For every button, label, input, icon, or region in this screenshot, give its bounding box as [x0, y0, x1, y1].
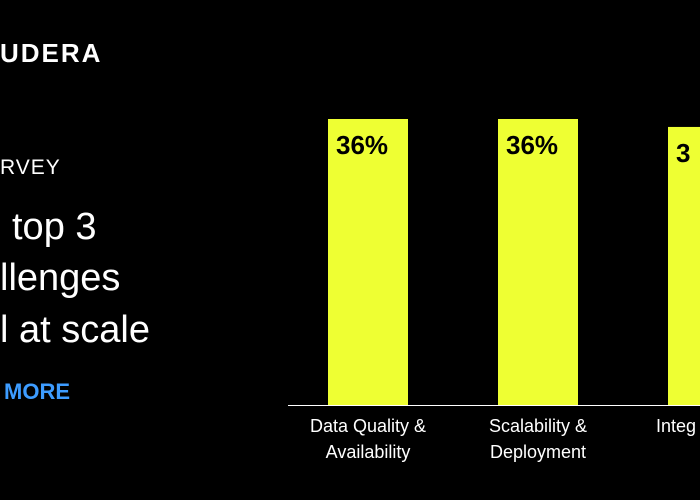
bar [328, 119, 408, 405]
value-label: 36% [336, 130, 388, 160]
headline-line: top 3 [12, 206, 97, 248]
learn-more-link[interactable]: MORE [4, 379, 70, 404]
headline-line: llenges [0, 257, 121, 299]
x-tick-label: Scalability & Deployment [488, 416, 588, 462]
value-label: 36% [506, 130, 558, 160]
eyebrow: RVEY [0, 156, 61, 179]
x-tick-label: Integ [656, 416, 697, 436]
x-tick-label: Data Quality & Availability [309, 416, 427, 462]
value-label: 3 [676, 138, 690, 168]
bar [498, 119, 578, 405]
logo: UDERA [0, 38, 103, 68]
headline-line: l at scale [0, 309, 150, 351]
bar [668, 126, 700, 405]
